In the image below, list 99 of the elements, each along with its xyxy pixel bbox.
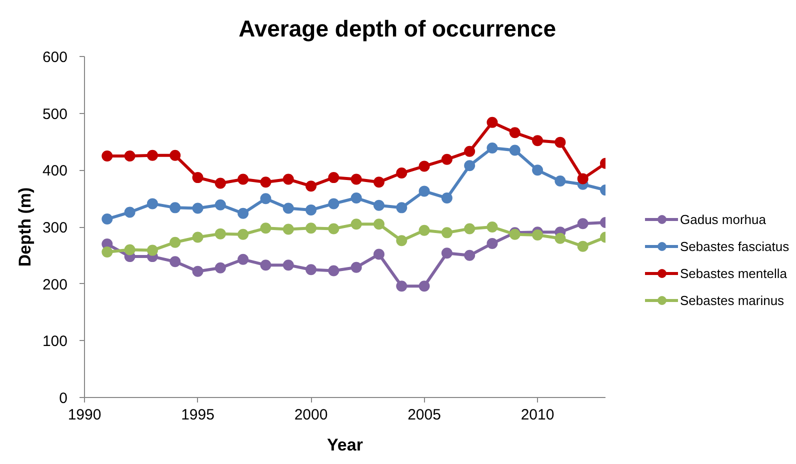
point (418, 160, 430, 172)
point (102, 214, 113, 225)
point (238, 174, 249, 185)
point (124, 244, 136, 256)
point (396, 168, 408, 178)
point (102, 246, 113, 258)
point (486, 142, 498, 154)
point (170, 236, 181, 248)
x-tick-label: 1990 (68, 406, 102, 424)
point (509, 127, 520, 138)
point (260, 222, 272, 234)
point (214, 228, 226, 240)
point (328, 223, 340, 234)
y-tick-label: 600 (42, 49, 68, 66)
y-axis-title: Depth (m) (15, 187, 34, 267)
point (124, 206, 136, 218)
point (102, 150, 113, 162)
y-tick-label: 100 (42, 333, 68, 350)
x-tick-label: 2000 (294, 406, 328, 424)
point (396, 235, 408, 246)
point (350, 174, 362, 185)
legend-label: Sebastes marinus (680, 292, 784, 310)
point (282, 202, 294, 214)
legend-label: Gadus morhua (680, 210, 766, 228)
point (192, 232, 204, 243)
point (554, 232, 566, 244)
point (306, 264, 317, 276)
y-tick-label: 400 (42, 162, 68, 180)
point (373, 200, 384, 211)
point (418, 186, 430, 197)
point (486, 238, 498, 249)
legend-label: Sebastes fasciatus (680, 238, 790, 256)
point (260, 260, 272, 271)
point (146, 244, 158, 256)
point (170, 256, 181, 268)
point (441, 154, 452, 165)
point (238, 208, 249, 219)
chart-title: Average depth of occurrence (238, 16, 556, 42)
x-tick-label: 2010 (520, 406, 554, 424)
x-tick-label: 1995 (181, 406, 214, 424)
point (554, 136, 566, 148)
point (441, 192, 452, 204)
point (192, 202, 204, 214)
point (260, 176, 272, 188)
point (441, 248, 452, 259)
point (124, 150, 136, 162)
point (577, 173, 588, 184)
point (306, 204, 317, 216)
point (486, 222, 498, 232)
point (464, 250, 476, 261)
point (532, 164, 544, 176)
point (306, 180, 317, 192)
point (170, 202, 181, 214)
point (577, 218, 588, 230)
point (486, 116, 498, 128)
point (328, 265, 340, 276)
x-tick-label: 2005 (408, 406, 441, 424)
y-tick-label: 500 (42, 106, 68, 123)
point (328, 198, 340, 210)
point (373, 218, 384, 230)
point (282, 174, 294, 185)
point (214, 199, 226, 210)
point (532, 135, 544, 146)
point (577, 240, 588, 252)
point (328, 172, 340, 184)
y-tick-label: 0 (59, 390, 68, 407)
point (464, 146, 476, 157)
point (214, 262, 226, 274)
point (238, 228, 249, 240)
point (146, 150, 158, 161)
legend-label: Sebastes mentella (680, 264, 787, 282)
point (350, 192, 362, 204)
x-axis-title: Year (327, 436, 364, 454)
point (373, 248, 384, 260)
point (464, 223, 476, 234)
point (373, 176, 384, 188)
point (260, 193, 272, 204)
point (238, 254, 249, 265)
point (192, 266, 204, 277)
point (509, 144, 520, 156)
point (441, 227, 452, 238)
point (282, 224, 294, 235)
point (350, 218, 362, 230)
y-tick-label: 200 (42, 276, 68, 294)
point (418, 224, 430, 236)
point (532, 229, 544, 240)
y-tick-label: 300 (42, 220, 68, 236)
point (146, 198, 158, 210)
point (396, 202, 408, 214)
point (396, 280, 408, 292)
point (282, 260, 294, 271)
point (214, 178, 226, 189)
point (192, 172, 204, 184)
point (464, 160, 476, 172)
point (554, 175, 566, 186)
point (170, 150, 181, 161)
point (306, 222, 317, 234)
point (418, 280, 430, 292)
point (350, 262, 362, 273)
